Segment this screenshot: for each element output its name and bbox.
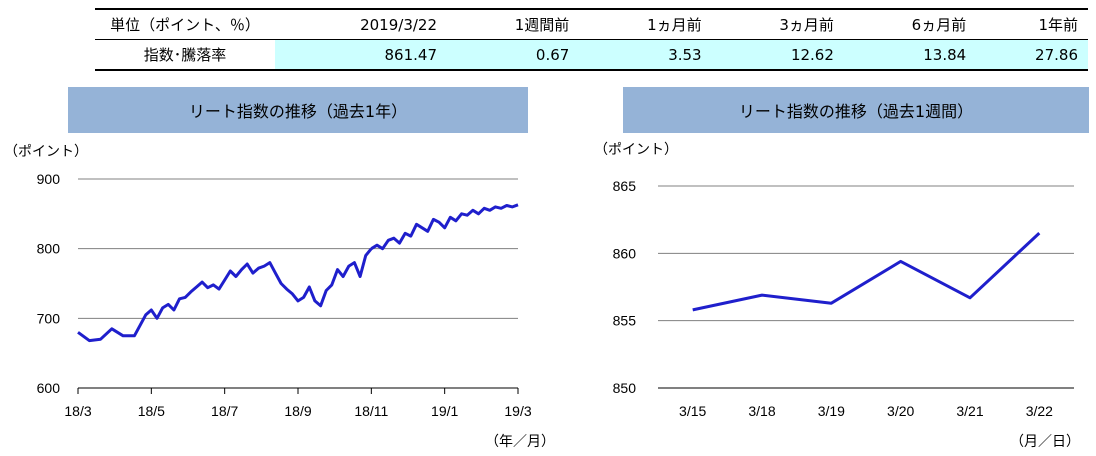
x-tick-label: 3/21: [956, 403, 983, 419]
unit-header: 単位（ポイント、％）: [95, 8, 275, 40]
series-line-part1: [77, 247, 373, 343]
chart1-title: リート指数の推移（過去1年）: [68, 87, 528, 133]
y-tick-label: 860: [613, 245, 637, 261]
x-tick-label: 3/20: [887, 403, 914, 419]
x-axis-label: （年／月）: [485, 433, 555, 449]
column-header: 1年前: [976, 8, 1088, 40]
column-header: 3ヵ月前: [711, 8, 844, 40]
table-cell: 0.67: [447, 39, 580, 71]
y-axis-label: （ポイント）: [4, 143, 88, 159]
y-axis-label: （ポイント）: [594, 141, 678, 157]
row-label: 指数･騰落率: [95, 39, 275, 71]
y-tick-label: 855: [613, 313, 637, 329]
table-value-row: 指数･騰落率 861.47 0.67 3.53 12.62 13.84 27.8…: [95, 39, 1088, 71]
x-tick-label: 18/3: [64, 403, 91, 419]
y-tick-label: 800: [37, 241, 61, 257]
chart-week: （ポイント） 850 855 860 865 3/15 3/18 3/19 3/20 3/21 3/…: [594, 141, 1080, 449]
y-tick-label: 900: [37, 171, 61, 187]
y-tick-label: 600: [37, 380, 61, 396]
y-tick-label: 700: [37, 310, 61, 326]
summary-table: 単位（ポイント、％） 2019/3/22 1週間前 1ヵ月前 3ヵ月前 6ヵ月前…: [95, 8, 1088, 71]
chart2-title: リート指数の推移（過去1週間）: [623, 87, 1089, 133]
x-tick-label: 3/15: [679, 403, 706, 419]
y-tick-label: 850: [613, 380, 637, 396]
table-cell: 12.62: [711, 39, 844, 71]
x-tick-label: 3/22: [1026, 403, 1053, 419]
column-header: 1週間前: [447, 8, 580, 40]
series-line: [692, 232, 1041, 312]
table-cell: 13.84: [843, 39, 977, 71]
table-header-row: 単位（ポイント、％） 2019/3/22 1週間前 1ヵ月前 3ヵ月前 6ヵ月前…: [95, 8, 1088, 40]
x-tick-label: 19/3: [504, 403, 531, 419]
column-header: 2019/3/22: [275, 8, 448, 40]
table-cell: 27.86: [976, 39, 1088, 71]
y-tick-label: 865: [613, 178, 637, 194]
x-tick-label: 18/7: [211, 403, 238, 419]
table-cell: 861.47: [275, 39, 448, 71]
x-tick-label: 18/11: [354, 403, 388, 419]
x-tick-label: 3/19: [818, 403, 845, 419]
x-axis-label: （月／日）: [1010, 433, 1080, 449]
series-line-part2: [370, 203, 519, 251]
column-header: 1ヵ月前: [579, 8, 712, 40]
column-header: 6ヵ月前: [843, 8, 977, 40]
x-tick-label: 3/18: [748, 403, 775, 419]
x-tick-label: 18/5: [138, 403, 165, 419]
table-cell: 3.53: [579, 39, 712, 71]
chart-year: （ポイント） 600 700 800 900 18/3 18/5 18/7 18/9 18/11 1…: [4, 143, 555, 449]
x-tick-label: 18/9: [284, 403, 311, 419]
x-tick-label: 19/1: [431, 403, 458, 419]
